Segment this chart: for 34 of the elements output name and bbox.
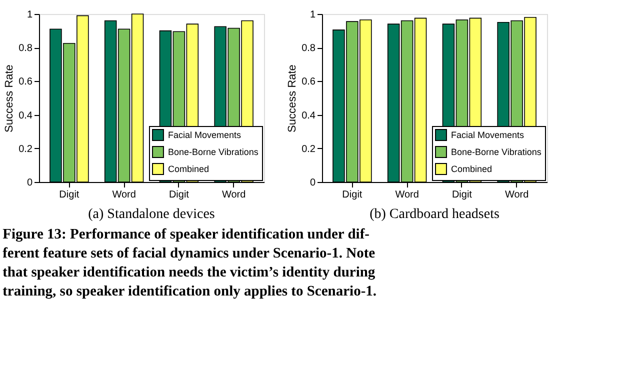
y-tick-label: 0.6	[302, 76, 316, 88]
y-tick-label: 0.2	[302, 144, 316, 155]
x-tick-label: Digit	[452, 190, 472, 200]
y-axis-title: Success Rate	[286, 64, 299, 132]
y-tick-label: 1	[26, 10, 33, 20]
x-tick-label: Word	[112, 190, 136, 200]
legend-label: Facial Movements	[168, 130, 242, 140]
x-tick-label: Digit	[342, 190, 362, 200]
text: ferent feature sets of facial dynamics under Scenario-1. Note	[2, 246, 376, 262]
legend-label: Bone-Borne Vibrations	[451, 147, 542, 157]
legend-label: Bone-Borne Vibrations	[168, 147, 259, 157]
y-tick-label: 0.8	[18, 43, 33, 54]
text: (b) Cardboard headsets	[370, 207, 500, 222]
x-tick-label: Digit	[59, 190, 80, 200]
x-tick-label: Word	[395, 190, 419, 200]
x-tick-label: Word	[222, 190, 246, 200]
y-tick-label: 0	[310, 178, 316, 188]
y-tick-label: 0.4	[18, 110, 33, 122]
text: training, so speaker identification only applies to Scenario-1.	[2, 284, 377, 300]
text: that speaker identification needs the victim’s identity during	[2, 264, 376, 280]
y-axis-title: Success Rate	[4, 64, 16, 132]
text: (a) Standalone devices	[88, 207, 215, 222]
caption: Figure 13: Performance of speaker identification under dif-	[2, 226, 370, 242]
x-tick-label: Digit	[168, 190, 190, 200]
y-tick-label: 0.2	[18, 144, 33, 155]
y-tick-label: 0.4	[302, 110, 316, 122]
y-tick-label: 0	[26, 178, 33, 188]
legend-label: Facial Movements	[451, 130, 525, 140]
x-tick-label: Word	[504, 190, 529, 200]
y-tick-label: 1	[310, 10, 316, 20]
y-tick-label: 0.6	[18, 76, 33, 88]
legend-label: Combined	[451, 164, 492, 174]
legend-label: Combined	[168, 164, 210, 174]
y-tick-label: 0.8	[302, 43, 316, 54]
